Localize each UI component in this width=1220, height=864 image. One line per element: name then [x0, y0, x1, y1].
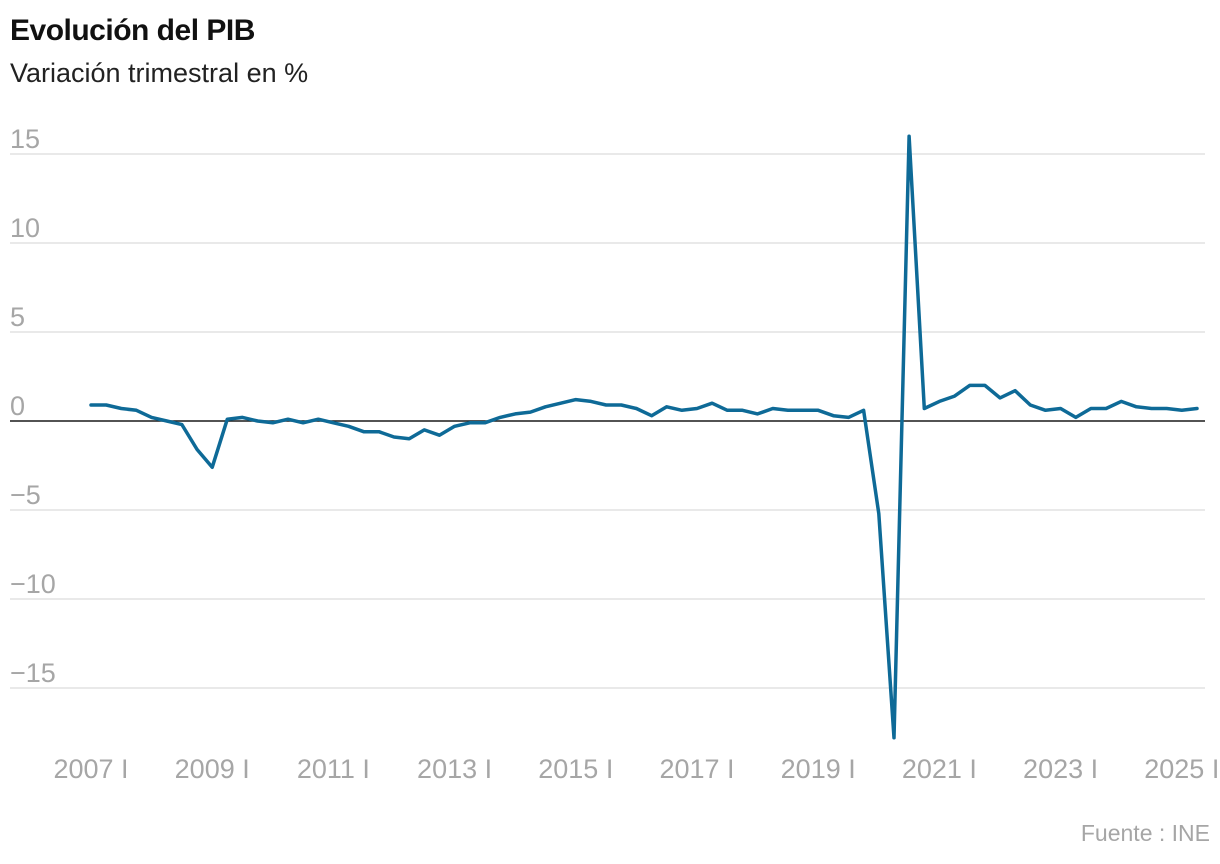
grid-lines [10, 153, 1205, 689]
gdp-series-line [89, 134, 1199, 740]
y-tick-label: 10 [10, 213, 40, 243]
x-tick-label: 2011 I [297, 754, 370, 784]
x-tick-label: 2013 I [417, 754, 492, 784]
x-tick-label: 2023 I [1023, 754, 1098, 784]
x-tick-label: 2025 I [1144, 754, 1219, 784]
series-layer [89, 134, 1199, 740]
y-axis-ticks: 15 10 5 0 −5 −10 −15 [10, 124, 56, 688]
x-tick-label: 2007 I [53, 754, 128, 784]
x-tick-label: 2015 I [538, 754, 613, 784]
chart-title: Evolución del PIB [10, 14, 255, 47]
x-tick-label: 2021 I [902, 754, 977, 784]
x-tick-label: 2009 I [175, 754, 250, 784]
y-tick-label: 15 [10, 124, 40, 154]
x-tick-label: 2017 I [659, 754, 734, 784]
y-tick-label: −5 [10, 480, 41, 510]
x-tick-label: 2019 I [781, 754, 856, 784]
chart-subtitle: Variación trimestral en % [10, 58, 309, 88]
x-axis-ticks: 2007 I 2009 I 2011 I 2013 I 2015 I 2017 I 2019… [53, 754, 1219, 784]
y-tick-label: −15 [10, 658, 56, 688]
y-tick-label: 5 [10, 302, 25, 332]
y-tick-label: 0 [10, 391, 25, 421]
source-note: Fuente : INE [1080, 820, 1210, 846]
y-tick-label: −10 [10, 569, 56, 599]
